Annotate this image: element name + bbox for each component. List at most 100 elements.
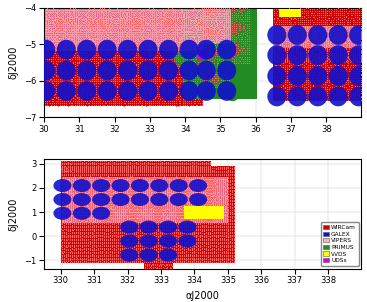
Point (175, 242, 181, 247)
Point (191, 180, 197, 185)
Point (127, 177, 133, 182)
Point (44, 57, 50, 62)
Point (117, 173, 123, 178)
Point (182, 47, 188, 52)
Point (184, 30, 189, 35)
Point (123, 195, 129, 200)
Point (145, 249, 151, 254)
Point (164, 265, 170, 270)
Point (343, 46, 349, 50)
Point (190, 213, 196, 218)
Point (163, 222, 169, 227)
Point (208, 8, 214, 12)
Point (115, 18, 121, 23)
Point (329, 37, 335, 42)
Point (322, 89, 328, 94)
Point (129, 249, 135, 254)
Circle shape (112, 179, 130, 192)
Point (84, 66, 90, 71)
Point (171, 220, 177, 225)
Point (42, 32, 48, 37)
Point (201, 249, 207, 254)
Point (195, 217, 201, 222)
Point (126, 210, 132, 215)
Point (126, 176, 132, 181)
Point (223, 202, 229, 207)
Point (85, 238, 91, 243)
Point (171, 168, 177, 172)
Point (113, 185, 119, 190)
Point (229, 247, 235, 252)
Point (67, 232, 73, 237)
Point (137, 56, 143, 61)
Point (101, 225, 107, 230)
Point (175, 31, 181, 35)
Point (154, 190, 160, 195)
Point (352, 97, 358, 102)
Point (180, 9, 186, 14)
Point (327, 36, 333, 40)
Point (72, 98, 78, 103)
Point (215, 210, 221, 215)
Point (132, 191, 138, 196)
Point (45, 31, 51, 36)
Point (195, 26, 200, 31)
Point (113, 199, 119, 204)
Point (148, 38, 154, 43)
Point (118, 47, 124, 52)
Point (327, 43, 333, 48)
Point (147, 192, 153, 197)
Point (77, 166, 83, 171)
Point (82, 20, 88, 24)
Point (61, 194, 66, 199)
Point (189, 76, 195, 81)
Point (149, 241, 155, 246)
Point (51, 30, 57, 35)
Point (191, 218, 197, 223)
Point (224, 7, 230, 12)
Point (356, 73, 362, 78)
Point (348, 98, 353, 102)
Point (91, 252, 97, 257)
Point (219, 183, 225, 188)
Point (205, 205, 211, 210)
Point (95, 196, 101, 201)
Circle shape (159, 249, 177, 262)
Point (124, 218, 130, 223)
Point (61, 19, 67, 24)
Point (129, 26, 135, 31)
Point (99, 204, 105, 209)
Point (182, 14, 188, 18)
Point (204, 217, 210, 221)
Point (212, 25, 218, 30)
Point (80, 218, 86, 223)
Point (191, 245, 197, 250)
Point (125, 47, 131, 52)
Point (82, 196, 88, 201)
Point (97, 177, 103, 182)
Point (120, 79, 126, 84)
Point (358, 51, 364, 56)
Point (337, 45, 343, 50)
Point (189, 251, 195, 255)
Point (188, 186, 193, 191)
Point (165, 94, 171, 99)
Point (281, 32, 287, 37)
Point (331, 25, 337, 30)
Point (157, 7, 163, 12)
Point (82, 204, 88, 209)
Point (152, 7, 158, 11)
Point (65, 200, 70, 205)
Point (202, 193, 208, 198)
Point (165, 179, 171, 184)
Point (154, 103, 160, 108)
Point (129, 254, 135, 259)
Point (293, 45, 299, 50)
Point (68, 30, 74, 35)
Point (358, 49, 364, 54)
Point (74, 19, 80, 24)
Point (218, 34, 224, 39)
Point (105, 164, 111, 169)
Point (271, 66, 277, 71)
Point (103, 42, 109, 47)
